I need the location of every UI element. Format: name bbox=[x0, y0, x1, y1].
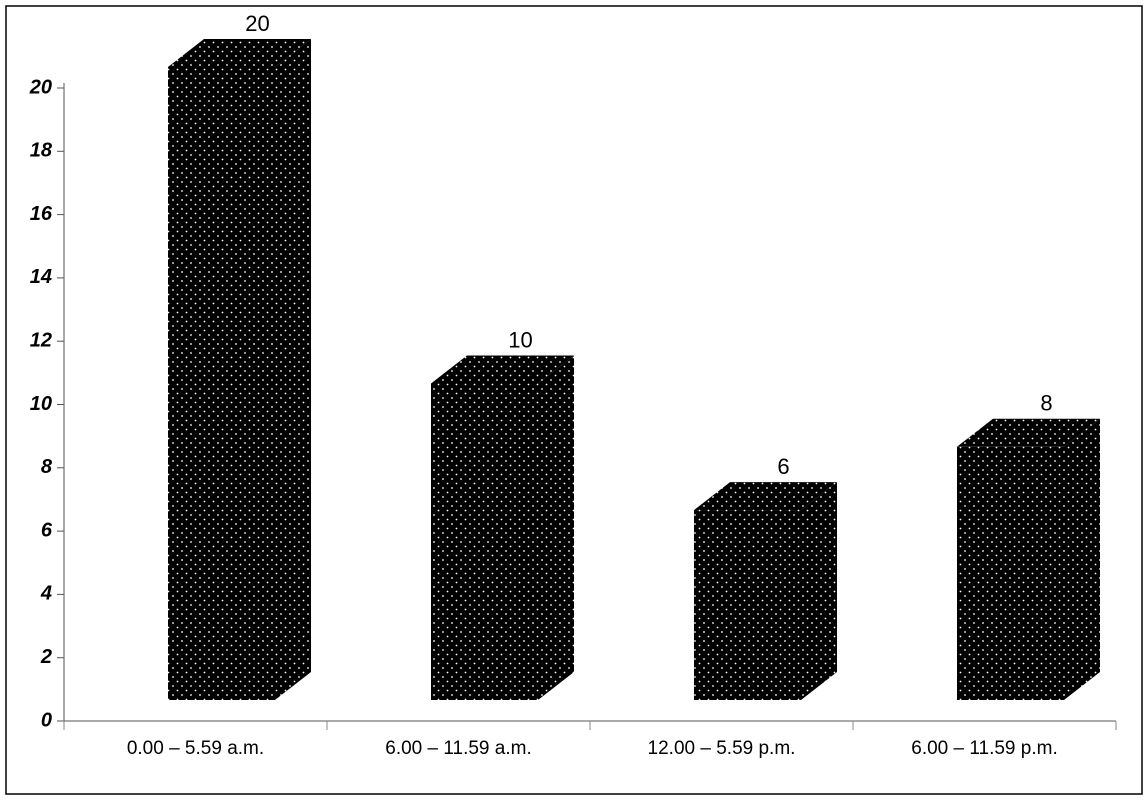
y-tick-label: 20 bbox=[29, 76, 52, 98]
bar-side bbox=[275, 39, 311, 700]
y-tick-label: 16 bbox=[30, 203, 53, 225]
bar bbox=[168, 39, 311, 700]
x-tick-label: 0.00 – 5.59 a.m. bbox=[127, 738, 264, 759]
y-tick-label: 10 bbox=[30, 393, 52, 415]
bar-front bbox=[694, 510, 801, 700]
y-tick-label: 18 bbox=[30, 140, 53, 162]
bar-top bbox=[168, 39, 311, 67]
bar-top bbox=[957, 418, 1100, 447]
bar bbox=[431, 355, 574, 700]
x-tick-label: 6.00 – 11.59 a.m. bbox=[385, 738, 531, 759]
x-tick-label: 12.00 – 5.59 p.m. bbox=[648, 738, 796, 759]
bar bbox=[957, 418, 1100, 700]
value-label: 6 bbox=[777, 454, 789, 479]
bar-top bbox=[431, 355, 574, 384]
x-tick-label: 6.00 – 11.59 p.m. bbox=[911, 738, 1057, 759]
y-tick-label: 0 bbox=[41, 709, 52, 731]
bar-front bbox=[168, 67, 275, 700]
value-label: 20 bbox=[245, 11, 269, 36]
value-label: 8 bbox=[1040, 391, 1052, 416]
y-tick-label: 14 bbox=[30, 266, 52, 288]
value-label: 10 bbox=[508, 327, 532, 352]
bar-front bbox=[957, 446, 1064, 700]
bar-side bbox=[1064, 418, 1100, 700]
y-tick-label: 8 bbox=[41, 456, 53, 478]
y-tick-label: 12 bbox=[30, 329, 52, 351]
bar-side bbox=[801, 482, 837, 700]
y-tick-label: 6 bbox=[41, 519, 53, 541]
y-tick-label: 2 bbox=[40, 646, 52, 668]
bar-front bbox=[431, 383, 538, 700]
bar-top bbox=[694, 482, 837, 511]
y-tick-label: 4 bbox=[40, 583, 52, 605]
bar bbox=[694, 482, 837, 700]
bar-side bbox=[538, 355, 574, 700]
